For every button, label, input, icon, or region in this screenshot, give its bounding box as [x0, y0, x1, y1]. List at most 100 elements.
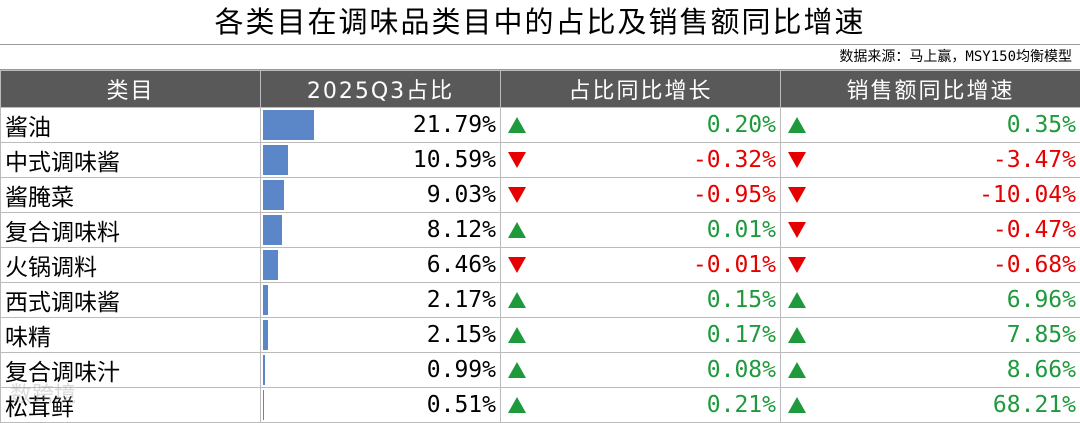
value-cell: 6.96% [781, 283, 1080, 318]
data-bar [263, 355, 265, 385]
value-cell: 0.51% [261, 388, 501, 423]
share: 6.46% [427, 252, 496, 278]
share: 0.51% [427, 392, 496, 418]
value-cell: 0.21% [501, 388, 781, 423]
change: 8.66% [1007, 357, 1076, 383]
arrow-shape [788, 327, 806, 343]
value-cell: -0.32% [501, 143, 781, 178]
page: 各类目在调味品类目中的占比及销售额同比增速 数据来源：马上赢，MSY150均衡模… [0, 0, 1080, 413]
change: 0.08% [707, 357, 776, 383]
arrow-shape [788, 397, 806, 413]
value-cell: 0.20% [501, 108, 781, 143]
arrow-shape [788, 117, 806, 133]
up-arrow [787, 396, 807, 414]
change: 0.01% [707, 217, 776, 243]
down-arrow [787, 151, 807, 169]
down-arrow [507, 256, 527, 274]
value-cell: 6.46% [261, 248, 501, 283]
value-cell: 7.85% [781, 318, 1080, 353]
change: -0.95% [693, 182, 776, 208]
value-cell: 68.21% [781, 388, 1080, 423]
share: 0.99% [427, 357, 496, 383]
category: 酱油 [5, 115, 51, 141]
arrow-shape [508, 222, 526, 238]
arrow-shape [508, 292, 526, 308]
up-arrow [787, 361, 807, 379]
category: 复合调味料 [5, 220, 120, 246]
category: 西式调味酱 [5, 290, 120, 316]
value-cell: -0.68% [781, 248, 1080, 283]
column-header: 销售额同比增速 [781, 71, 1080, 108]
change: 6.96% [1007, 287, 1076, 313]
row: 复合调味料 8.12% 0.01% -0.47% [1, 213, 1080, 248]
change: 0.21% [707, 392, 776, 418]
change: -0.32% [693, 147, 776, 173]
value-cell: 21.79% [261, 108, 501, 143]
arrow-shape [788, 362, 806, 378]
value-cell: -3.47% [781, 143, 1080, 178]
value-cell: 8.12% [261, 213, 501, 248]
data-bar [263, 250, 278, 280]
share: 9.03% [427, 182, 496, 208]
arrow-shape [508, 257, 526, 273]
value-cell: -0.01% [501, 248, 781, 283]
data-bar [263, 215, 282, 245]
change: -10.04% [979, 182, 1076, 208]
arrow-shape [788, 257, 806, 273]
data-bar [263, 145, 288, 175]
row: 酱油 21.79% 0.20%0.35% [1, 108, 1080, 143]
column-header: 类目 [1, 71, 261, 108]
column-header: 2025Q3占比 [261, 71, 501, 108]
share: 10.59% [413, 147, 496, 173]
value-cell: 0.99% [261, 353, 501, 388]
arrow-shape [788, 152, 806, 168]
up-arrow [507, 396, 527, 414]
down-arrow [507, 151, 527, 169]
table-body: 酱油 21.79% 0.20%0.35% 中式调味酱 10.59% -0.32%-3.47… [1, 108, 1080, 423]
value-cell: 2.15% [261, 318, 501, 353]
change: -0.68% [993, 252, 1076, 278]
share: 2.17% [427, 287, 496, 313]
category-cell: 酱腌菜 [1, 178, 261, 213]
change: 68.21% [993, 392, 1076, 418]
category: 火锅调料 [5, 255, 97, 281]
value-cell: 8.66% [781, 353, 1080, 388]
category: 中式调味酱 [5, 150, 120, 176]
share: 21.79% [413, 112, 496, 138]
value-cell: 0.01% [501, 213, 781, 248]
up-arrow [787, 116, 807, 134]
data-bar [263, 320, 268, 350]
down-arrow [787, 186, 807, 204]
arrow-shape [508, 397, 526, 413]
arrow-shape [788, 222, 806, 238]
category-cell: 味精 [1, 318, 261, 353]
value-cell: 0.35% [781, 108, 1080, 143]
category-cell: 西式调味酱 [1, 283, 261, 318]
category-cell: 火锅调料 [1, 248, 261, 283]
arrow-shape [508, 152, 526, 168]
change: 0.17% [707, 322, 776, 348]
data-bar [263, 180, 284, 210]
up-arrow [507, 361, 527, 379]
data-bar [263, 285, 268, 315]
value-cell: 0.08% [501, 353, 781, 388]
category-cell: 复合调味料 [1, 213, 261, 248]
watermark: 数跨境 [10, 377, 76, 409]
down-arrow [507, 186, 527, 204]
change: -0.47% [993, 217, 1076, 243]
row: 火锅调料 6.46%-0.01% -0.68% [1, 248, 1080, 283]
change: 7.85% [1007, 322, 1076, 348]
change: 0.20% [707, 112, 776, 138]
data-bar [263, 110, 314, 140]
row: 中式调味酱 10.59% -0.32%-3.47% [1, 143, 1080, 178]
value-cell: 10.59% [261, 143, 501, 178]
arrow-shape [508, 187, 526, 203]
value-cell: 0.17% [501, 318, 781, 353]
up-arrow [507, 326, 527, 344]
title: 各类目在调味品类目中的占比及销售额同比增速 [0, 0, 1080, 45]
value-cell: 9.03% [261, 178, 501, 213]
